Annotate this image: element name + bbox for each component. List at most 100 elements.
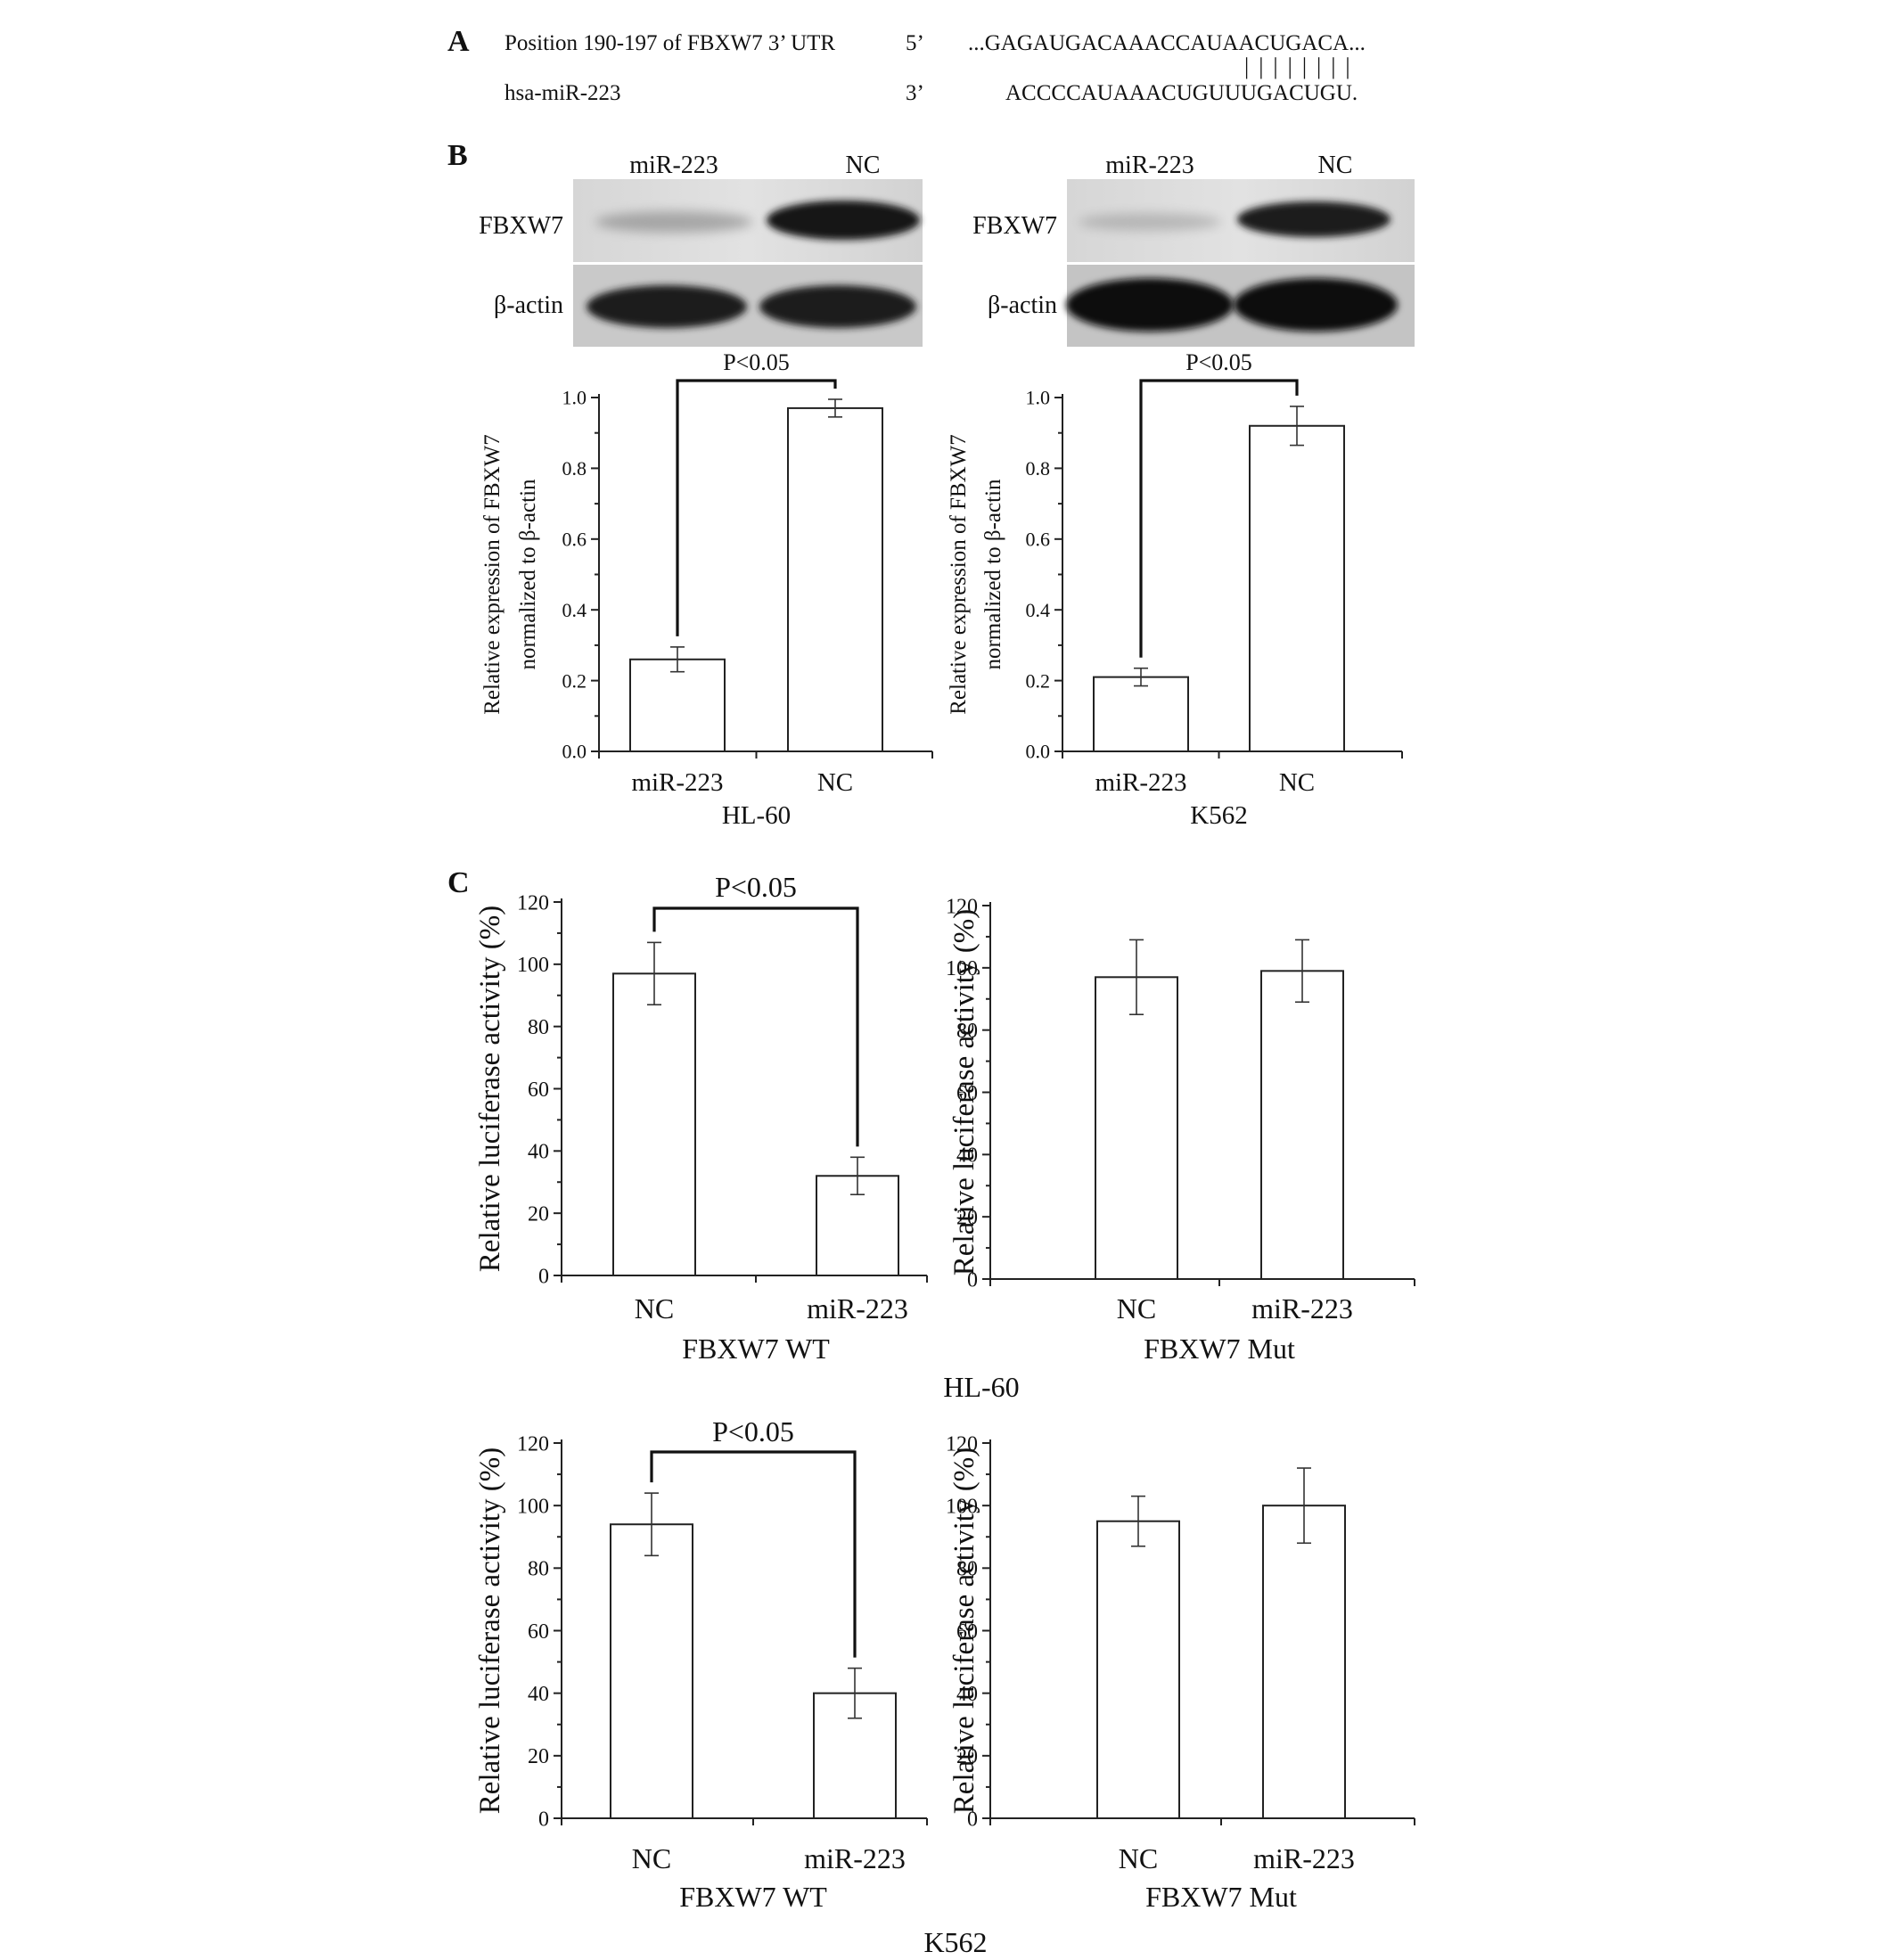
x-axis-label: FBXW7 WT	[682, 1333, 830, 1365]
y-tick-label: 60	[528, 1620, 549, 1644]
bar	[787, 406, 883, 752]
chart-hl60-luciferase-mut: 0 20 40 60 80 100 120 NC miR-223 FBXW7 Mut Relativ…	[946, 895, 1415, 1365]
y-tick-label: 80	[528, 1558, 549, 1581]
y-tick-label: 0	[967, 1808, 978, 1831]
y-tick-label: 0.6	[562, 529, 587, 551]
chart-k562-western-quant: 0.0 0.2 0.4 0.6 0.8 1.0 miR-223 NC K562 Relative …	[947, 349, 1403, 830]
mirna-three-prime: 3’	[906, 81, 924, 105]
bar	[1262, 1505, 1346, 1819]
y-tick-label: 0	[538, 1808, 549, 1831]
chart-hl60-western-quant: 0.0 0.2 0.4 0.6 0.8 1.0 miR-223 NC HL-60 Relative…	[480, 349, 933, 830]
x-category-label: miR-223	[807, 1292, 908, 1324]
y-tick-label: 0.8	[562, 457, 587, 480]
y-tick-label: 120	[517, 1432, 549, 1456]
x-axis-label: FBXW7 WT	[679, 1881, 827, 1913]
significance-label: P<0.05	[723, 349, 790, 375]
significance-bracket	[650, 1450, 857, 1658]
y-tick-label: 0.4	[1026, 599, 1051, 621]
x-category-label: miR-223	[631, 768, 723, 797]
y-tick-label: 60	[956, 1620, 978, 1644]
bar	[629, 658, 726, 753]
y-tick-label: 0.2	[1026, 669, 1051, 692]
panel-a: A Position 190-197 of FBXW7 3’ UTR 5’ ..…	[447, 25, 1366, 105]
western-blot-k562: miR-223 NC FBXW7 β-actin	[972, 152, 1415, 347]
y-tick-label: 20	[956, 1207, 978, 1230]
y-tick-label: 100	[946, 1496, 978, 1519]
bar	[612, 972, 696, 1277]
y-tick-label: 40	[956, 1144, 978, 1168]
y-tick-label: 40	[528, 1141, 549, 1164]
bar	[1096, 1520, 1180, 1820]
base-pairing-marks: ||||||||	[1244, 53, 1360, 79]
panel-a-label: A	[447, 25, 470, 58]
bar	[1093, 676, 1189, 753]
y-tick-label: 60	[956, 1082, 978, 1105]
utr-position-label: Position 190-197 of FBXW7 3’ UTR	[505, 31, 835, 55]
chart-hl60-luciferase-wt: 0 20 40 60 80 100 120 NC miR-223 FBXW7 WT Relative…	[474, 871, 928, 1365]
panel-b-blots: B miR-223 NC FBXW7 β-actin miR-223 NC FB…	[447, 139, 1415, 347]
mirna-label: hsa-miR-223	[505, 81, 621, 105]
x-axis-label: HL-60	[722, 801, 791, 830]
y-tick-label: 80	[956, 1020, 978, 1043]
blot-lane-label: NC	[846, 152, 881, 179]
y-tick-label: 80	[956, 1558, 978, 1581]
y-tick-label: 120	[946, 1432, 978, 1456]
x-category-label: miR-223	[1251, 1292, 1353, 1324]
y-tick-label: 20	[956, 1745, 978, 1768]
significance-bracket	[676, 379, 837, 636]
y-axis-label: Relative expression of FBXW7	[480, 434, 505, 715]
blot-band	[767, 201, 920, 240]
mirna-sequence: ACCCCAUAAACUGUUUGACUGU.	[1005, 81, 1358, 105]
blot-lane-label: miR-223	[629, 152, 718, 179]
bar	[1095, 976, 1178, 1281]
significance-bracket	[652, 906, 859, 1147]
y-axis-label: Relative luciferase activity (%)	[948, 909, 980, 1275]
y-axis-label: normalized to β-actin	[516, 479, 540, 670]
blot-lane-label: miR-223	[1105, 152, 1194, 179]
western-blot-hl60: miR-223 NC FBXW7 β-actin	[479, 152, 923, 347]
x-axis-label: FBXW7 Mut	[1145, 1881, 1297, 1913]
blot-band	[759, 285, 916, 328]
x-category-label: miR-223	[804, 1842, 906, 1874]
chart-k562-luciferase-wt: 0 20 40 60 80 100 120 NC miR-223 FBXW7 WT Relative…	[474, 1415, 928, 1913]
panel-c-label: C	[447, 866, 470, 899]
blot-lane-label: NC	[1318, 152, 1353, 179]
y-axis-label: Relative luciferase activity (%)	[474, 1447, 506, 1814]
y-tick-label: 20	[528, 1203, 549, 1226]
bar	[1249, 424, 1345, 752]
blot-band	[1237, 201, 1390, 237]
x-category-label: NC	[817, 768, 853, 797]
significance-label: P<0.05	[715, 871, 797, 903]
blot-row-label: FBXW7	[479, 212, 563, 240]
x-category-label: NC	[1119, 1842, 1158, 1874]
y-tick-label: 20	[528, 1745, 549, 1768]
y-tick-label: 0.0	[562, 741, 587, 763]
y-axis-label: normalized to β-actin	[981, 479, 1005, 670]
panel-b-label: B	[447, 139, 468, 172]
y-tick-label: 0	[967, 1268, 978, 1292]
y-axis-label: Relative luciferase activity (%)	[948, 1447, 980, 1814]
blot-band	[1066, 278, 1234, 332]
blot-band	[595, 211, 752, 233]
chart-k562-luciferase-mut: 0 20 40 60 80 100 120 NC miR-223 FBXW7 Mut Relativ…	[946, 1432, 1415, 1913]
y-tick-label: 100	[946, 957, 978, 980]
blot-row-label: β-actin	[494, 291, 563, 319]
y-tick-label: 0.6	[1026, 529, 1051, 551]
y-tick-label: 0.8	[1026, 457, 1051, 480]
y-tick-label: 0.0	[1026, 741, 1051, 763]
y-tick-label: 40	[956, 1683, 978, 1706]
x-axis-label: FBXW7 Mut	[1144, 1333, 1295, 1365]
y-tick-label: 60	[528, 1078, 549, 1102]
y-tick-label: 0	[538, 1265, 549, 1288]
y-tick-label: 1.0	[562, 387, 587, 409]
blot-row-label: β-actin	[988, 291, 1057, 319]
y-tick-label: 120	[946, 895, 978, 918]
y-tick-label: 0.2	[562, 669, 587, 692]
cell-line-caption-k562: K562	[923, 1926, 987, 1958]
y-axis-label: Relative luciferase activity (%)	[474, 906, 506, 1272]
bar	[1260, 970, 1344, 1280]
significance-bracket	[1139, 379, 1299, 658]
blot-band	[587, 285, 747, 328]
y-tick-label: 0.4	[562, 599, 587, 621]
